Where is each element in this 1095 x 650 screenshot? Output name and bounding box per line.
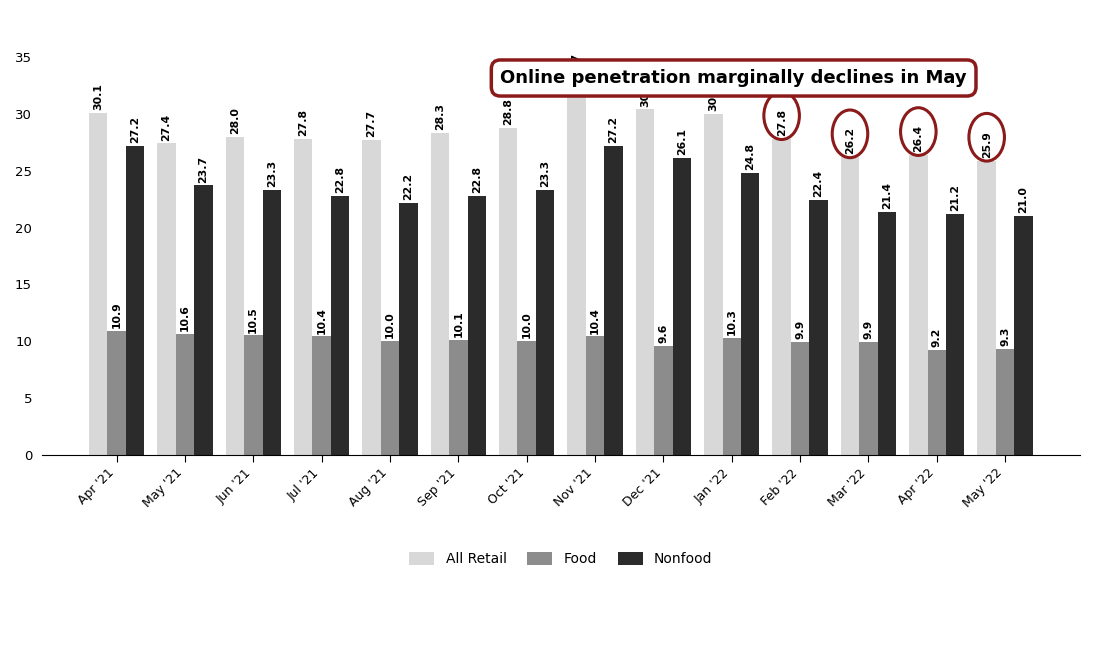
Text: 10.0: 10.0 (521, 311, 532, 338)
Bar (927, 350, 946, 454)
Bar (194, 185, 212, 454)
Text: 23.3: 23.3 (267, 160, 277, 187)
Bar (126, 146, 145, 454)
Text: 28.8: 28.8 (504, 98, 514, 125)
Text: 27.7: 27.7 (367, 110, 377, 137)
Legend: All Retail, Food, Nonfood: All Retail, Food, Nonfood (403, 545, 719, 573)
Bar (362, 140, 381, 454)
Bar (946, 214, 965, 454)
Bar (841, 157, 860, 454)
Bar (449, 340, 468, 454)
Text: 10.3: 10.3 (727, 308, 737, 335)
Text: 30.1: 30.1 (93, 83, 103, 110)
Bar (518, 341, 535, 454)
Bar (791, 342, 809, 454)
Bar (158, 144, 175, 454)
Bar (723, 337, 741, 454)
Text: 27.8: 27.8 (776, 109, 786, 136)
Text: 22.8: 22.8 (472, 166, 482, 193)
Bar (430, 133, 449, 454)
Text: 28.0: 28.0 (230, 107, 240, 134)
Bar (89, 113, 107, 454)
Bar (567, 83, 586, 454)
Text: 27.8: 27.8 (298, 109, 308, 136)
Text: 23.7: 23.7 (198, 155, 208, 183)
Bar (978, 161, 995, 454)
Bar (604, 146, 623, 454)
Bar (654, 346, 672, 454)
Text: 23.3: 23.3 (540, 160, 550, 187)
Bar (636, 109, 654, 454)
Bar (741, 173, 760, 454)
Bar (772, 139, 791, 454)
Bar (672, 158, 691, 454)
Text: 21.4: 21.4 (881, 182, 892, 209)
Text: 22.2: 22.2 (403, 172, 414, 200)
Text: 9.9: 9.9 (795, 320, 805, 339)
Text: 30.4: 30.4 (639, 79, 650, 107)
Text: 32.7: 32.7 (572, 53, 581, 81)
Bar (468, 196, 486, 454)
Text: 10.0: 10.0 (385, 311, 395, 338)
Bar (878, 212, 896, 454)
Text: 9.3: 9.3 (1000, 327, 1010, 346)
Bar (1014, 216, 1033, 454)
Text: 9.2: 9.2 (932, 328, 942, 347)
Bar (175, 334, 194, 454)
Text: 24.8: 24.8 (746, 143, 756, 170)
Bar (995, 349, 1014, 454)
Text: 21.0: 21.0 (1018, 187, 1028, 213)
Bar (244, 335, 263, 454)
Text: 10.4: 10.4 (316, 307, 326, 333)
Text: 10.5: 10.5 (249, 306, 258, 333)
Text: 30.0: 30.0 (708, 84, 718, 111)
Bar (535, 190, 554, 454)
Bar (226, 136, 244, 454)
Text: Online penetration marginally declines in May: Online penetration marginally declines i… (500, 69, 967, 87)
Text: 22.4: 22.4 (814, 170, 823, 198)
Text: 26.1: 26.1 (677, 129, 687, 155)
Bar (107, 331, 126, 454)
Bar (909, 155, 927, 454)
Bar (860, 342, 878, 454)
Text: 9.6: 9.6 (658, 323, 668, 343)
Text: 10.1: 10.1 (453, 310, 463, 337)
Text: 10.6: 10.6 (180, 304, 189, 332)
Text: 26.4: 26.4 (913, 125, 923, 152)
Text: 25.9: 25.9 (982, 131, 992, 158)
Text: 10.4: 10.4 (590, 307, 600, 333)
Bar (331, 196, 349, 454)
Text: 26.2: 26.2 (845, 127, 855, 154)
Bar (263, 190, 281, 454)
Bar (499, 127, 518, 454)
Text: 22.8: 22.8 (335, 166, 345, 193)
Text: 10.9: 10.9 (112, 301, 122, 328)
Text: 27.4: 27.4 (161, 114, 172, 140)
Text: 21.2: 21.2 (950, 184, 960, 211)
Text: 27.2: 27.2 (130, 116, 140, 143)
Bar (312, 337, 331, 454)
Bar (809, 200, 828, 454)
Bar (704, 114, 723, 454)
Text: 9.9: 9.9 (864, 320, 874, 339)
Text: 28.3: 28.3 (435, 103, 445, 131)
Text: 27.2: 27.2 (609, 116, 619, 143)
Bar (293, 139, 312, 454)
Bar (381, 341, 400, 454)
Bar (586, 337, 604, 454)
Bar (400, 203, 417, 454)
